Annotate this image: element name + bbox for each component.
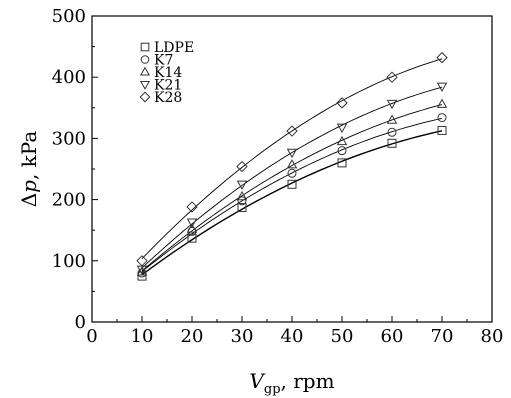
y-tick-label: 0 <box>75 312 86 333</box>
data-point-k14 <box>286 159 298 169</box>
legend-label-k28: K28 <box>154 90 182 106</box>
legend-marker-ldpe <box>140 42 150 52</box>
data-point-k28 <box>436 51 448 64</box>
x-tick-label: 60 <box>381 326 404 347</box>
data-point-k14 <box>186 223 198 233</box>
x-axis-title: Vgp, rpm <box>249 369 334 397</box>
y-tick-label: 300 <box>52 128 86 149</box>
y-tick-label: 200 <box>52 190 86 211</box>
data-point-ldpe <box>187 233 197 243</box>
data-point-k7 <box>387 127 397 137</box>
data-point-k7 <box>337 146 347 156</box>
x-tick-label: 40 <box>281 326 304 347</box>
data-point-k7 <box>437 113 447 123</box>
data-point-ldpe <box>137 271 147 281</box>
legend-label-k14: K14 <box>154 65 182 81</box>
data-point-k21 <box>186 218 198 228</box>
y-axis-title: Δp, kPa <box>17 131 41 208</box>
legend-marker-k21 <box>139 80 151 90</box>
data-markers <box>136 51 448 281</box>
x-tick-label: 30 <box>231 326 254 347</box>
legend-label-k7: K7 <box>154 53 173 69</box>
data-point-k28 <box>136 255 148 267</box>
legend-marker-k28 <box>139 91 151 103</box>
y-tick-label: 400 <box>52 67 86 88</box>
data-point-k14 <box>336 135 348 146</box>
fit-curves <box>141 58 443 276</box>
legend-marker-k7 <box>140 55 150 64</box>
fit-curve-k7 <box>141 117 443 272</box>
x-tick-label: 20 <box>181 326 204 347</box>
data-point-ldpe <box>437 125 447 135</box>
data-point-k21 <box>286 148 298 159</box>
data-point-k7 <box>237 196 247 206</box>
legend-label-k21: K21 <box>154 78 182 94</box>
data-point-k21 <box>236 180 248 190</box>
y-tick-label: 100 <box>52 251 86 272</box>
legend-label-ldpe: LDPE <box>154 40 194 56</box>
y-tick-label: 500 <box>52 6 86 27</box>
x-tick-label: 10 <box>131 326 154 347</box>
y-axis: 0 100 200 300 400 500 <box>52 6 98 333</box>
x-tick-label: 80 <box>481 326 504 347</box>
data-point-k28 <box>286 125 298 137</box>
data-point-k21 <box>386 99 398 110</box>
x-axis: 0 10 20 30 40 50 60 70 80 <box>86 316 503 347</box>
data-point-ldpe <box>337 158 347 168</box>
data-point-k21 <box>436 82 448 92</box>
x-tick-label: 0 <box>86 326 97 347</box>
data-point-ldpe <box>237 203 247 213</box>
fit-curve-ldpe <box>141 130 443 276</box>
data-point-k28 <box>186 201 198 213</box>
data-point-k14 <box>386 114 398 124</box>
data-point-ldpe <box>287 179 297 189</box>
fit-curve-k14 <box>141 104 443 272</box>
data-point-k14 <box>136 266 148 276</box>
data-point-k14 <box>436 98 448 108</box>
fit-curve-k28 <box>141 58 443 259</box>
data-point-k7 <box>287 168 297 178</box>
data-point-ldpe <box>387 138 397 148</box>
data-point-k14 <box>236 190 248 201</box>
data-point-k21 <box>336 123 348 134</box>
x-tick-label: 70 <box>431 326 454 347</box>
data-point-k7 <box>137 268 147 278</box>
data-point-k28 <box>336 97 348 109</box>
x-tick-label: 50 <box>331 326 354 347</box>
data-point-k28 <box>236 160 248 173</box>
data-point-k28 <box>386 71 398 83</box>
legend-marker-k14 <box>139 66 151 76</box>
